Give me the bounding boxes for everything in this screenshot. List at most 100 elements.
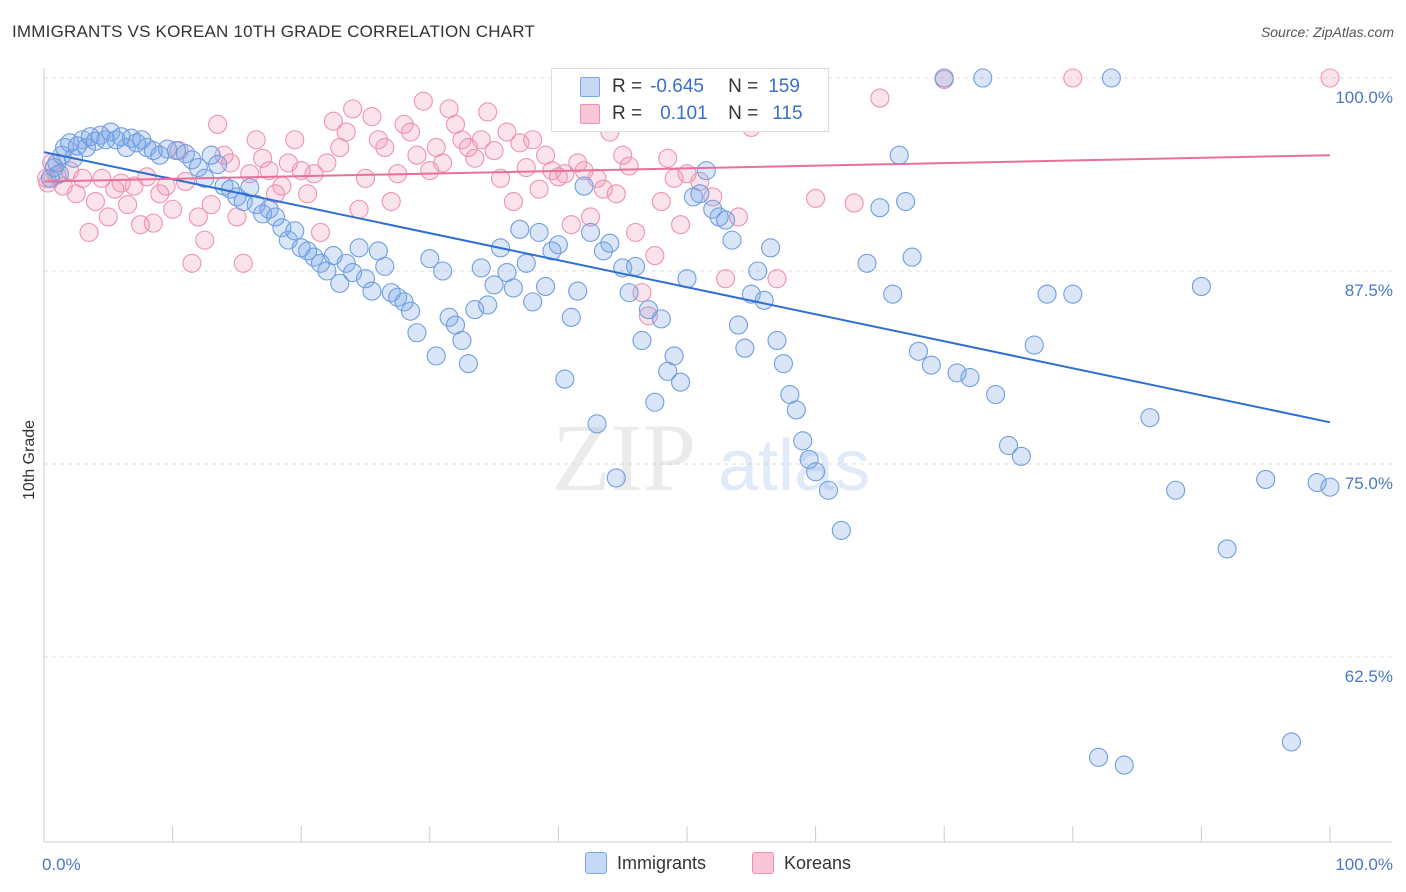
y-tick-label: 75.0% bbox=[1345, 474, 1393, 493]
koreans-point bbox=[516, 158, 536, 178]
immigrants-point bbox=[182, 150, 202, 170]
immigrants-point bbox=[420, 249, 440, 269]
watermark: ZIP atlas bbox=[552, 404, 870, 511]
koreans-point bbox=[188, 207, 208, 227]
y-tick-label: 100.0% bbox=[1335, 88, 1393, 107]
immigrants-point bbox=[587, 414, 607, 434]
chart-title: IMMIGRANTS VS KOREAN 10TH GRADE CORRELAT… bbox=[12, 22, 536, 41]
immigrants-point bbox=[240, 178, 260, 198]
legend-row-koreans: R = 0.101 N = 115 bbox=[552, 101, 803, 127]
immigrants-point bbox=[857, 253, 877, 273]
immigrants-point bbox=[400, 301, 421, 321]
grid-lines bbox=[44, 77, 1392, 658]
koreans-point bbox=[272, 176, 292, 196]
immigrants-point bbox=[735, 338, 755, 358]
immigrants-point bbox=[574, 176, 594, 196]
immigrants-point bbox=[722, 230, 742, 250]
legend-r-label: R = bbox=[612, 103, 643, 124]
immigrants-point bbox=[626, 256, 646, 276]
immigrants-point bbox=[555, 369, 575, 389]
immigrants-point bbox=[806, 462, 826, 482]
immigrants-point bbox=[561, 307, 581, 327]
immigrants-point bbox=[510, 219, 530, 239]
koreans-point bbox=[163, 199, 183, 219]
legend-n-value: 159 bbox=[768, 76, 800, 97]
koreans-point bbox=[503, 191, 523, 212]
immigrants-point bbox=[336, 253, 356, 273]
koreans-point bbox=[593, 179, 613, 199]
immigrants-point bbox=[748, 261, 768, 281]
koreans-point bbox=[349, 199, 369, 219]
koreans-point bbox=[407, 145, 427, 165]
y-axis-label: 10th Grade bbox=[21, 420, 38, 500]
immigrants-point bbox=[1217, 539, 1237, 559]
immigrants-point bbox=[799, 449, 819, 469]
koreans-trend-line bbox=[43, 154, 1331, 183]
koreans-point bbox=[490, 168, 511, 188]
bottom-legend-label: Immigrants bbox=[617, 852, 707, 873]
immigrants-point bbox=[523, 292, 543, 312]
immigrants-point bbox=[49, 164, 69, 184]
immigrants-points bbox=[40, 68, 1340, 775]
koreans-point bbox=[613, 145, 633, 165]
immigrants-point bbox=[998, 435, 1019, 456]
immigrants-point bbox=[516, 253, 536, 273]
koreans-point bbox=[658, 148, 678, 168]
koreans-point bbox=[85, 191, 105, 212]
immigrants-point bbox=[452, 330, 472, 351]
koreans-point bbox=[201, 195, 221, 215]
immigrants-point bbox=[458, 354, 478, 374]
y-tick-label: 87.5% bbox=[1345, 281, 1393, 300]
immigrants-point bbox=[716, 210, 736, 230]
koreans-point bbox=[413, 91, 433, 111]
bottom-legend-koreans: Koreans bbox=[752, 852, 851, 874]
immigrants-point bbox=[600, 233, 620, 253]
immigrants-point bbox=[1281, 732, 1301, 752]
koreans-point bbox=[355, 168, 376, 188]
immigrants-point bbox=[375, 256, 395, 276]
immigrants-point bbox=[106, 130, 126, 150]
immigrants-point bbox=[535, 276, 556, 296]
koreans-point bbox=[1320, 68, 1340, 88]
koreans-point bbox=[73, 168, 93, 188]
koreans-point bbox=[310, 222, 331, 242]
immigrants-point bbox=[1024, 335, 1044, 355]
legend-r-value: -0.645 bbox=[650, 76, 704, 97]
immigrants-point bbox=[908, 341, 929, 361]
immigrants-point bbox=[728, 315, 748, 335]
koreans-point bbox=[285, 130, 305, 150]
koreans-point bbox=[606, 184, 626, 204]
immigrants-point bbox=[568, 281, 588, 301]
immigrants-trend-line bbox=[43, 151, 1331, 424]
koreans-point bbox=[143, 213, 163, 233]
immigrants-point bbox=[426, 346, 446, 366]
koreans-point bbox=[767, 269, 787, 289]
immigrants-point bbox=[921, 355, 941, 375]
immigrants-point bbox=[503, 278, 523, 298]
immigrants-point bbox=[355, 269, 376, 289]
koreans-point bbox=[716, 269, 736, 289]
koreans-point bbox=[484, 141, 504, 161]
koreans-point bbox=[645, 246, 665, 266]
koreans-points bbox=[37, 68, 1340, 326]
koreans-point bbox=[304, 164, 324, 184]
koreans-point bbox=[580, 207, 601, 227]
immigrants-point bbox=[773, 354, 794, 374]
koreans-point bbox=[671, 215, 691, 235]
immigrants-point bbox=[394, 292, 414, 312]
koreans-point bbox=[317, 153, 337, 173]
immigrants-point bbox=[870, 198, 890, 218]
immigrants-point bbox=[188, 158, 208, 178]
immigrants-point bbox=[330, 273, 350, 293]
immigrants-point bbox=[1011, 446, 1031, 466]
koreans-point bbox=[561, 215, 581, 235]
koreans-point bbox=[568, 153, 588, 173]
legend-r-label: R = bbox=[612, 76, 643, 97]
koreans-point bbox=[555, 164, 575, 184]
immigrants-point bbox=[1063, 284, 1083, 304]
immigrants-point bbox=[973, 68, 993, 88]
immigrants-point bbox=[934, 68, 954, 88]
koreans-point bbox=[195, 230, 215, 250]
immigrants-point bbox=[947, 363, 967, 383]
immigrants-point bbox=[1307, 472, 1327, 493]
